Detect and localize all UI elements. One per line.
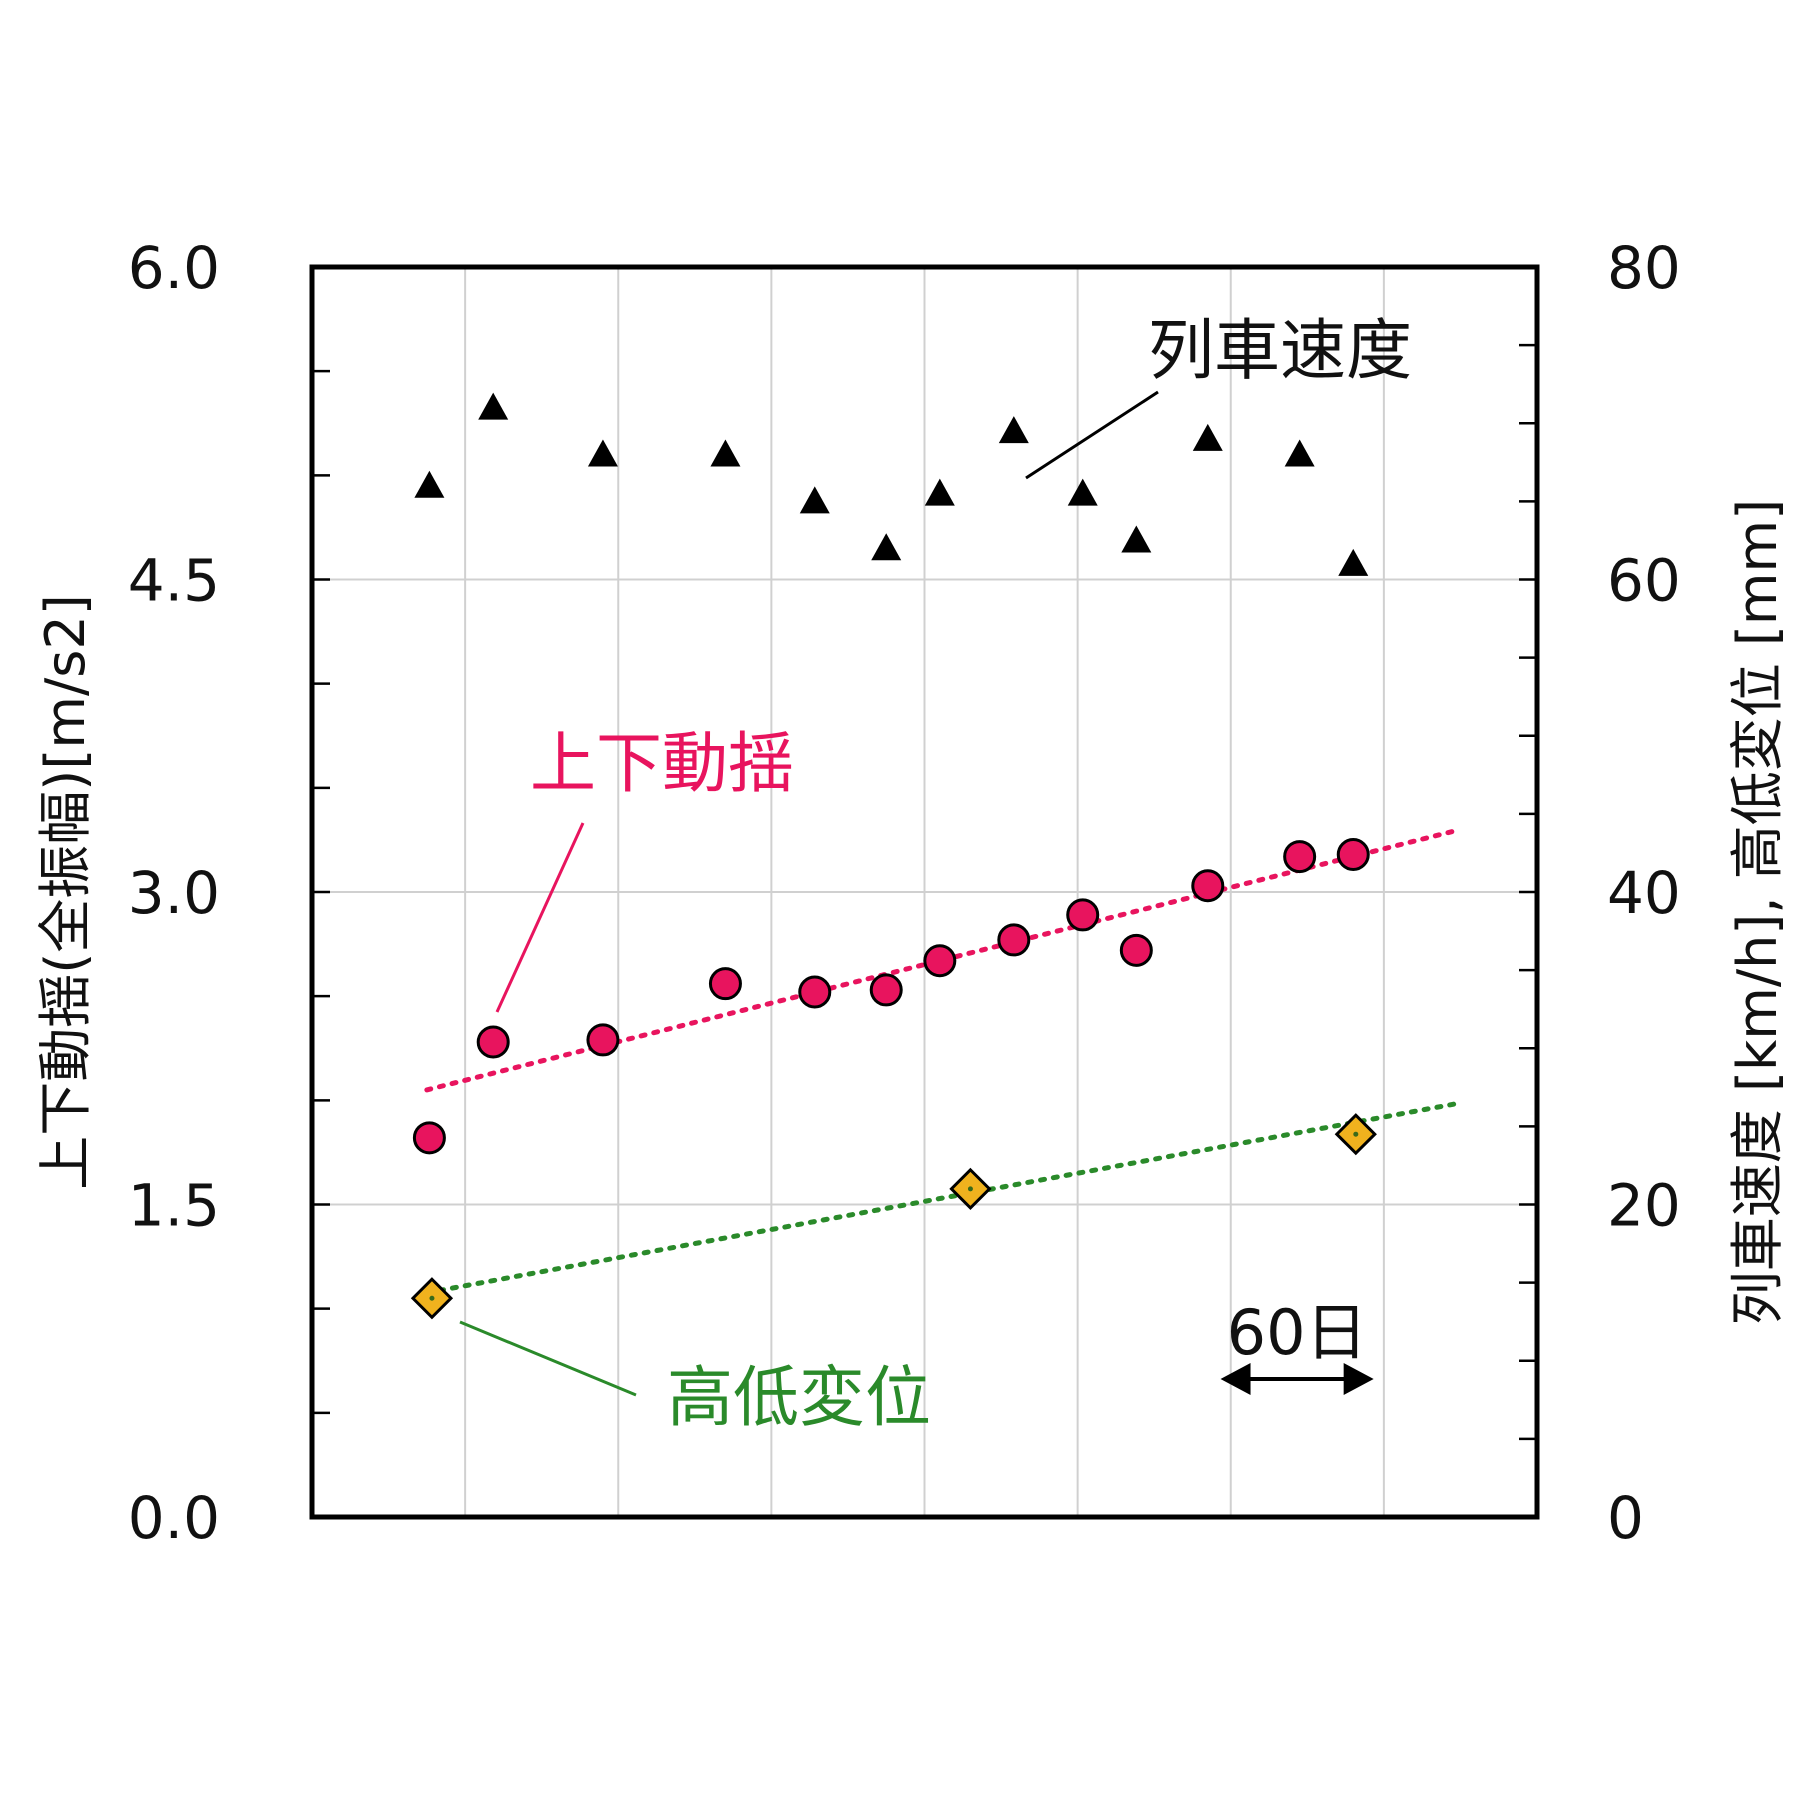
列車速度-point-2 [478, 392, 509, 420]
left-tick-label-4.5: 4.5 [128, 547, 220, 615]
上下動揺-point-9 [1066, 898, 1100, 932]
高低変位-point-2-center [967, 1186, 973, 1192]
left-axis-tick-labels: 0.0 1.5 3.0 4.5 6.0 [128, 234, 220, 1552]
tick-marks [312, 265, 1537, 1519]
grid-lines [312, 267, 1537, 1517]
列車速度-point-7 [924, 478, 955, 506]
train-speed-leader-line [1025, 390, 1159, 480]
上下動揺-point-10 [1119, 933, 1153, 967]
列車速度-point-6 [871, 533, 902, 561]
列車速度-point-13 [1338, 548, 1369, 576]
列車速度-point-4 [710, 439, 741, 467]
right-tick-label-0: 0 [1607, 1484, 1644, 1552]
right-axis-title: 列車速度 [km/h], 高低変位 [mm] [1726, 499, 1789, 1325]
上下動揺-point-6 [869, 973, 903, 1007]
right-tick-label-20: 20 [1607, 1172, 1681, 1240]
列車速度-point-10 [1121, 525, 1152, 553]
right-tick-label-40: 40 [1607, 859, 1681, 927]
列車速度-point-1 [414, 470, 445, 498]
上下動揺-point-7 [923, 944, 957, 978]
left-tick-label-6.0: 6.0 [128, 234, 220, 302]
right-tick-label-80: 80 [1607, 234, 1681, 302]
列車速度-point-12 [1284, 439, 1315, 467]
上下動揺-point-5 [798, 975, 832, 1009]
sixty-day-span: 60日 [1220, 1296, 1374, 1395]
right-axis-tick-labels: 0 20 40 60 80 [1607, 234, 1681, 1552]
上下動揺-point-8 [997, 923, 1031, 957]
上下動揺-point-2 [476, 1025, 510, 1059]
列車速度-point-8 [998, 416, 1029, 444]
上下動揺-point-1 [412, 1121, 446, 1155]
高低変位-point-1-center [429, 1295, 435, 1301]
上下動揺-point-11 [1191, 869, 1225, 903]
right-tick-label-60: 60 [1607, 547, 1681, 615]
高低変位-point-3-center [1353, 1131, 1359, 1137]
列車速度-point-5 [799, 486, 830, 514]
列車速度-point-11 [1192, 423, 1223, 451]
sixty-day-label: 60日 [1227, 1296, 1368, 1369]
span-arrow-left-head [1220, 1363, 1251, 1395]
vertical-sway-label: 上下動揺 [530, 725, 794, 802]
track-irregularity-leader-line [459, 1320, 637, 1397]
track-irregularity-label: 高低変位 [667, 1359, 931, 1436]
left-tick-label-1.5: 1.5 [128, 1172, 220, 1240]
left-axis-title: 上下動揺(全振幅)[m/s2] [34, 594, 97, 1190]
left-tick-label-3.0: 3.0 [128, 859, 220, 927]
上下動揺-point-12 [1283, 840, 1317, 874]
列車速度-point-3 [587, 439, 618, 467]
trend-lines [424, 827, 1463, 1293]
上下動揺-point-4 [708, 967, 742, 1001]
上下動揺-point-3 [586, 1023, 620, 1057]
left-tick-label-0.0: 0.0 [128, 1484, 220, 1552]
列車速度-point-9 [1067, 478, 1098, 506]
train-speed-label: 列車速度 [1148, 312, 1412, 389]
span-arrow-right-head [1343, 1363, 1374, 1395]
vertical-sway-leader-line [495, 822, 585, 1013]
data-markers [410, 392, 1377, 1320]
leader-lines [459, 390, 1159, 1397]
上下動揺-point-13 [1336, 838, 1370, 871]
高低変位-trend-line [437, 1100, 1463, 1293]
